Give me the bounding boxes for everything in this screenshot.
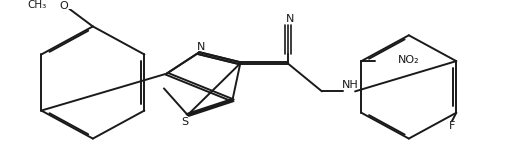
Text: F: F <box>449 121 455 131</box>
Text: NH: NH <box>342 81 358 90</box>
Text: CH₃: CH₃ <box>27 0 46 10</box>
Text: NO₂: NO₂ <box>398 55 420 65</box>
Text: S: S <box>182 117 188 127</box>
Text: N: N <box>286 14 295 24</box>
Text: O: O <box>60 1 68 11</box>
Text: N: N <box>196 42 205 52</box>
